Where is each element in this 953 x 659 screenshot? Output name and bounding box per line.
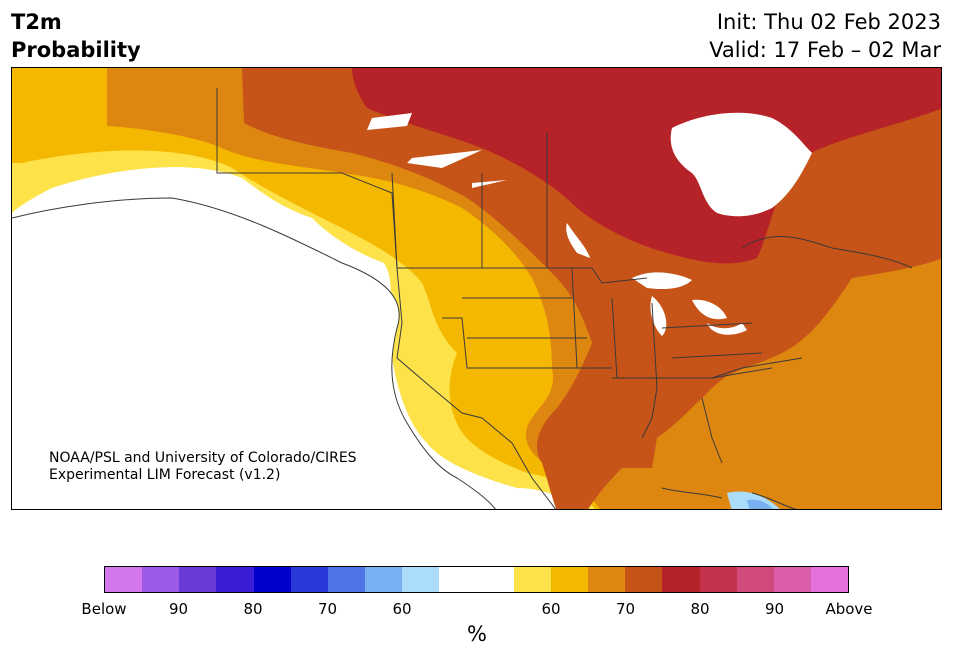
colorbar-segment (290, 567, 328, 592)
pacific-white (12, 198, 496, 509)
colorbar-segment (550, 567, 589, 592)
colorbar-segment (216, 567, 254, 592)
great-lakes (632, 272, 747, 336)
colorbar-segment (699, 567, 737, 592)
valid-range: Valid: 17 Feb – 02 Mar (709, 38, 941, 62)
colorbar-segment (142, 567, 180, 592)
probability-map (11, 67, 942, 510)
colorbar-segment (625, 567, 663, 592)
title-line-2: Probability (11, 38, 141, 62)
colorbar-tick-label: 70 (615, 600, 636, 618)
colorbar-segment (402, 567, 440, 592)
colorbar-segment (439, 567, 477, 592)
credit-line-2: Experimental LIM Forecast (v1.2) (49, 467, 281, 483)
credit-line-1: NOAA/PSL and University of Colorado/CIRE… (49, 450, 357, 466)
colorbar-tick-label: 60 (392, 600, 412, 618)
init-date: Init: Thu 02 Feb 2023 (716, 10, 941, 34)
colorbar-tick-label: 80 (690, 600, 710, 618)
hudson-bay (670, 112, 812, 217)
arctic-waters (367, 113, 590, 258)
colorbar-tick-label: 90 (168, 600, 189, 618)
colorbar-tick-label: 70 (317, 600, 338, 618)
forecast-dates: Init: Thu 02 Feb 2023 Valid: 17 Feb – 02… (709, 8, 941, 64)
colorbar-segment (662, 567, 700, 592)
colorbar-tick-label: 60 (541, 600, 561, 618)
colorbar-tick-label: 80 (243, 600, 263, 618)
contour-80 (352, 68, 941, 264)
colorbar-segment (773, 567, 811, 592)
colorbar-segment (810, 567, 849, 592)
title-line-1: T2m (11, 10, 62, 34)
colorbar-segment (365, 567, 403, 592)
chart-title: T2m Probability (11, 8, 141, 64)
colorbar-tick-label: Above (825, 600, 873, 618)
colorbar-unit: % (467, 622, 487, 646)
colorbar-segment (736, 567, 774, 592)
credit-text: NOAA/PSL and University of Colorado/CIRE… (49, 450, 357, 484)
map-canvas (12, 68, 941, 509)
colorbar-segment (253, 567, 291, 592)
below-normal-core (747, 499, 773, 509)
colorbar-segment (476, 567, 514, 592)
colorbar-segment (179, 567, 217, 592)
political-borders (12, 88, 913, 509)
colorbar-tick-label: Below (81, 600, 127, 618)
colorbar (104, 566, 849, 593)
colorbar-segment (588, 567, 626, 592)
colorbar-tick-label: 90 (764, 600, 785, 618)
colorbar-segment (513, 567, 551, 592)
colorbar-segment (105, 567, 143, 592)
colorbar-segment (327, 567, 366, 592)
